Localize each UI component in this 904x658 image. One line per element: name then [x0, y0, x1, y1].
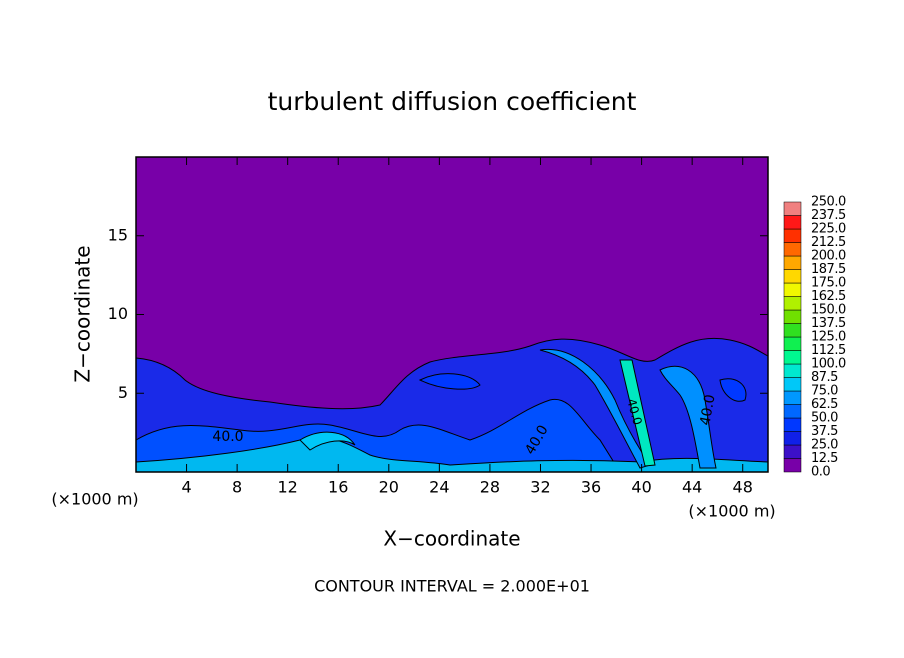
contour-label: 40.0 — [697, 393, 718, 426]
colorbar-band — [783, 255, 802, 270]
colorbar-band — [783, 282, 802, 297]
field-region — [659, 365, 717, 469]
colorbar-label: 175.0 — [811, 276, 846, 291]
chart-title: turbulent diffusion coefficient — [268, 87, 637, 116]
colorbar-label: 25.0 — [811, 438, 838, 453]
x-tick-label: 44 — [682, 478, 702, 497]
colorbar-label: 137.5 — [811, 316, 846, 331]
contour-label: 40.0 — [624, 397, 644, 426]
colorbar-band — [783, 296, 802, 311]
x-tick-label: 24 — [429, 478, 449, 497]
colorbar-label: 225.0 — [811, 222, 846, 237]
y-tick-label: 10 — [108, 304, 128, 323]
colorbar-band — [783, 215, 802, 230]
field-region — [619, 359, 656, 467]
x-tick-label: 36 — [581, 478, 601, 497]
x-axis-title: X−coordinate — [383, 527, 520, 551]
colorbar-band — [783, 417, 802, 432]
x-tick-label: 32 — [530, 478, 550, 497]
colorbar-label: 150.0 — [811, 303, 846, 318]
colorbar-band — [783, 228, 802, 243]
y-axis-title: Z−coordinate — [71, 245, 95, 382]
field-region — [135, 437, 769, 473]
field-region — [299, 431, 356, 451]
colorbar-label: 125.0 — [811, 330, 846, 345]
x-tick-label: 8 — [232, 478, 242, 497]
colorbar-band — [783, 404, 802, 419]
colorbar-label: 200.0 — [811, 249, 846, 264]
x-tick-label: 28 — [480, 478, 500, 497]
colorbar-label: 0.0 — [811, 465, 830, 480]
x-tick-label: 48 — [733, 478, 753, 497]
field — [135, 157, 769, 473]
colorbar-band — [783, 242, 802, 257]
field-region — [418, 373, 481, 390]
colorbar-label: 212.5 — [811, 235, 846, 250]
x-tick-label: 40 — [631, 478, 651, 497]
colorbar-band — [783, 377, 802, 392]
colorbar-label: 87.5 — [811, 370, 838, 385]
colorbar-band — [783, 201, 802, 216]
y-unit-label: (×1000 m) — [51, 490, 138, 509]
y-tick-label: 15 — [108, 225, 128, 244]
x-tick-label: 12 — [278, 478, 298, 497]
colorbar-band — [783, 431, 802, 446]
colorbar-band — [783, 390, 802, 405]
colorbar-label: 37.5 — [811, 424, 838, 439]
colorbar-band — [783, 269, 802, 284]
y-tick-label: 5 — [118, 383, 128, 402]
colorbar-label: 187.5 — [811, 262, 846, 277]
colorbar-band — [783, 363, 802, 378]
x-tick-label: 20 — [379, 478, 399, 497]
contour-label: 40.0 — [212, 429, 243, 445]
colorbar-label: 162.5 — [811, 289, 846, 304]
x-unit-label: (×1000 m) — [688, 502, 775, 521]
colorbar-label: 237.5 — [811, 208, 846, 223]
colorbar-label: 250.0 — [811, 195, 846, 210]
x-tick-label: 4 — [181, 478, 191, 497]
colorbar-label: 62.5 — [811, 397, 838, 412]
colorbar-label: 100.0 — [811, 357, 846, 372]
colorbar-band — [783, 323, 802, 338]
colorbar-band — [783, 444, 802, 459]
colorbar-band — [783, 458, 802, 473]
colorbar-band — [783, 350, 802, 365]
colorbar-label: 12.5 — [811, 451, 838, 466]
colorbar-label: 112.5 — [811, 343, 846, 358]
colorbar-band — [783, 336, 802, 351]
colorbar-band — [783, 309, 802, 324]
colorbar-label: 50.0 — [811, 411, 838, 426]
field-region — [719, 378, 747, 402]
footnote: CONTOUR INTERVAL = 2.000E+01 — [314, 577, 590, 596]
colorbar-label: 75.0 — [811, 384, 838, 399]
x-tick-label: 16 — [328, 478, 348, 497]
